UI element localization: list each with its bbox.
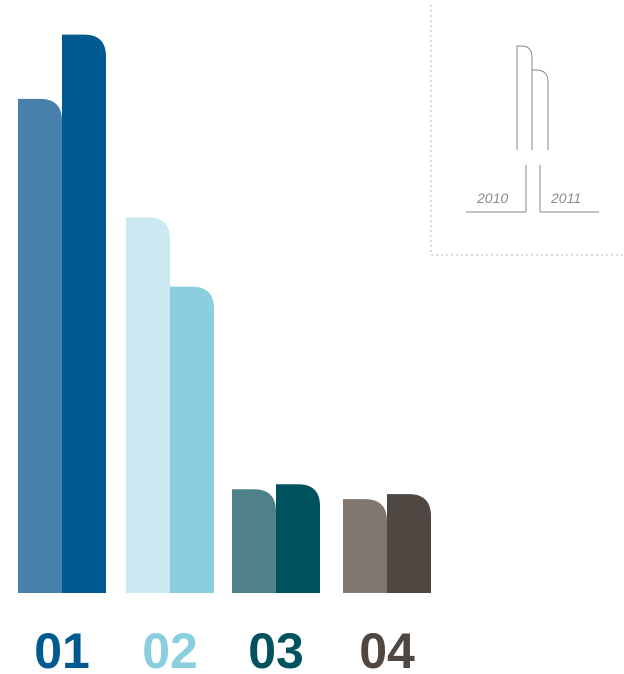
bar-03-2011 [276, 484, 320, 593]
bar-01-2010 [18, 98, 62, 593]
legend-label-2010: 2010 [476, 190, 508, 206]
bar-04-2010 [343, 499, 387, 593]
legend-border [430, 5, 624, 256]
bar-03-2010 [232, 489, 276, 593]
category-label-01: 01 [34, 623, 90, 674]
category-labels-group: 01 02 03 04 [34, 623, 415, 674]
bar-04-2011 [387, 494, 431, 593]
bar-01-2011 [62, 34, 106, 593]
legend-label-2011: 2011 [550, 190, 581, 206]
legend-box: 2010 2011 [430, 5, 624, 256]
legend-bar-2011 [531, 69, 549, 150]
category-label-04: 04 [359, 623, 415, 674]
bar-02-2010 [126, 217, 170, 593]
bars-group [18, 34, 431, 593]
category-label-03: 03 [248, 623, 304, 674]
bar-02-2011 [170, 286, 214, 593]
category-label-02: 02 [142, 623, 198, 674]
legend-bar-2010 [516, 45, 533, 150]
